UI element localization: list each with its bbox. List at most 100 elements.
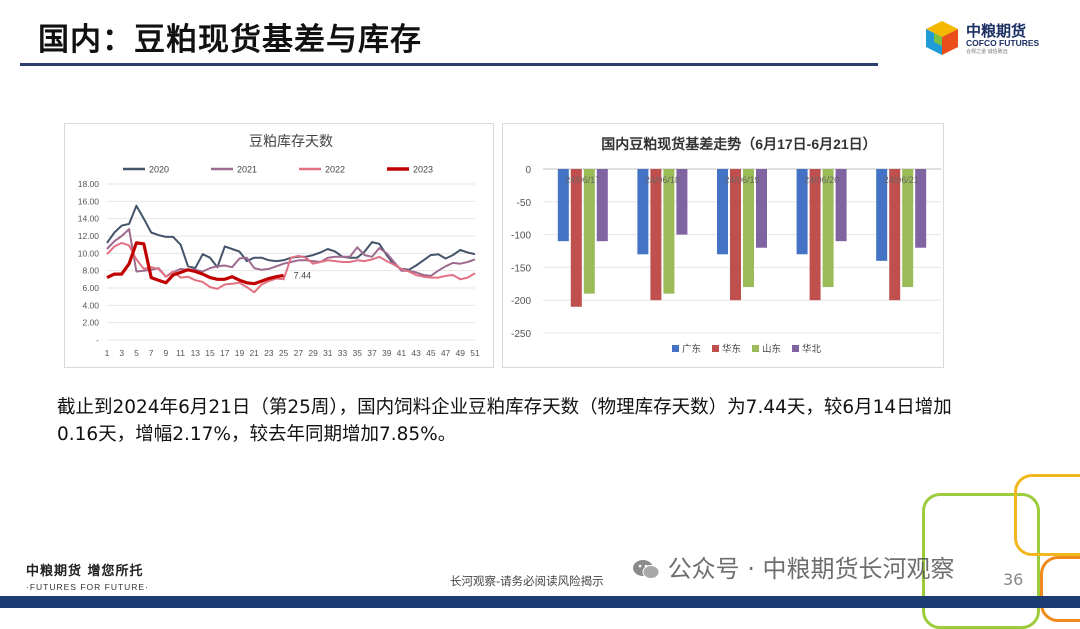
chart-title: 国内豆粕现货基差走势（6月17日-6月21日） [601, 136, 876, 152]
x-tick-label: 31 [323, 348, 333, 358]
category-label: 24/06/17 [565, 175, 600, 185]
bar-山东-24/06/20 [822, 169, 834, 288]
x-tick-label: 19 [235, 348, 245, 358]
x-tick-label: 9 [164, 348, 169, 358]
y-tick-label: -150 [511, 263, 531, 274]
logo-name-en: COFCO FUTURES [966, 38, 1040, 48]
logo-tagline: 合规之道 诚信致远 [966, 49, 1008, 55]
watermark-text: 公众号 · 中粮期货长河观察 [667, 555, 955, 583]
y-tick-label: 14.00 [78, 214, 100, 224]
y-tick-label: 10.00 [78, 248, 100, 258]
x-tick-label: 3 [119, 348, 124, 358]
bar-华北-24/06/18 [676, 169, 688, 235]
x-tick-label: 33 [338, 348, 348, 358]
bar-华北-24/06/19 [756, 169, 767, 248]
y-tick-label: -50 [517, 198, 532, 209]
bar-华东-24/06/18 [650, 169, 662, 301]
line-chart-panel: 豆粕库存天数 2020 2021 2022 2023 - 2.00 4.00 6.00 8.00 1… [64, 123, 494, 368]
basis-bar-chart: 国内豆粕现货基差走势（6月17日-6月21日） -250 -200 -150 -100 -… [511, 136, 941, 355]
y-tick-label: -100 [511, 231, 531, 242]
footer-slogan: 中粮期货 增您所托 ·FUTURES FOR FUTURE· [26, 560, 149, 592]
y-tick-label: 8.00 [82, 266, 99, 276]
y-tick-label: 2.00 [82, 318, 99, 328]
y-tick-label: 0 [525, 165, 531, 176]
wechat-icon [632, 558, 660, 580]
bar-华东-24/06/19 [730, 169, 741, 301]
page-number: 36 [1003, 570, 1024, 589]
bar-山东-24/06/21 [902, 169, 914, 288]
y-tick-label: 6.00 [82, 283, 99, 293]
x-tick-label: 39 [382, 348, 392, 358]
bar-山东-24/06/19 [743, 169, 754, 288]
cofco-logo: 中粮期货 COFCO FUTURES 合规之道 诚信致远 [922, 18, 1062, 58]
bar-华北-24/06/17 [596, 169, 608, 242]
x-tick-label: 25 [279, 348, 289, 358]
cofco-cube-icon [926, 21, 958, 55]
y-tick-label: 12.00 [78, 231, 100, 241]
legend-swatch-华北 [792, 345, 799, 352]
y-tick-label: 4.00 [82, 300, 99, 310]
series-line-2023 [106, 241, 284, 286]
x-tick-label: 37 [367, 348, 377, 358]
x-tick-label: 47 [441, 348, 451, 358]
deco-frame-orange [1040, 556, 1080, 622]
bar-广东-24/06/20 [796, 169, 808, 255]
legend-label-华北: 华北 [802, 343, 822, 355]
x-tick-label: 1 [105, 348, 110, 358]
footer-slogan-en: ·FUTURES FOR FUTURE· [26, 582, 149, 592]
inventory-days-line-chart: 豆粕库存天数 2020 2021 2022 2023 - 2.00 4.00 6.00 8.00 1… [78, 133, 480, 358]
bar-山东-24/06/18 [663, 169, 675, 294]
x-tick-label: 27 [294, 348, 304, 358]
legend-swatch-广东 [672, 345, 679, 352]
x-tick-label: 5 [134, 348, 139, 358]
x-tick-label: 23 [264, 348, 274, 358]
x-tick-label: 45 [426, 348, 436, 358]
page-title: 国内：豆粕现货基差与库存 [38, 22, 422, 58]
legend-label-山东: 山东 [762, 343, 781, 355]
y-tick-label: - [96, 335, 99, 345]
x-tick-label: 43 [411, 348, 421, 358]
category-label: 24/06/20 [804, 175, 839, 185]
bar-广东-24/06/18 [637, 169, 649, 255]
x-tick-label: 7 [149, 348, 154, 358]
x-tick-label: 21 [249, 348, 259, 358]
bar-华北-24/06/20 [835, 169, 847, 242]
summary-paragraph: 截止到2024年6月21日（第25周），国内饲料企业豆粕库存天数（物理库存天数）… [57, 397, 952, 445]
bar-华东-24/06/21 [889, 169, 901, 301]
x-tick-label: 17 [220, 348, 230, 358]
bar-chart-panel: 国内豆粕现货基差走势（6月17日-6月21日） -250 -200 -150 -100 -… [502, 123, 944, 368]
y-tick-label: -250 [511, 329, 531, 340]
bar-华东-24/06/17 [570, 169, 582, 307]
bar-华北-24/06/21 [915, 169, 927, 248]
bar-广东-24/06/21 [876, 169, 888, 261]
y-tick-label: 16.00 [78, 196, 100, 206]
deco-frame-yellow [1014, 474, 1080, 556]
series-line-2022 [106, 241, 476, 294]
category-label: 24/06/19 [724, 175, 759, 185]
bar-华东-24/06/20 [809, 169, 821, 301]
footer-bar [0, 596, 1080, 608]
bar-广东-24/06/19 [717, 169, 728, 255]
x-tick-label: 15 [205, 348, 215, 358]
x-tick-label: 49 [456, 348, 466, 358]
logo-name-cn: 中粮期货 [966, 22, 1027, 40]
x-tick-label: 35 [353, 348, 363, 358]
last-value-label: 7.44 [294, 271, 312, 281]
chart-title: 豆粕库存天数 [249, 133, 333, 149]
y-tick-label: -200 [511, 296, 531, 307]
legend-label-2022: 2022 [325, 165, 345, 175]
legend-label-2021: 2021 [237, 165, 257, 175]
legend-label-2020: 2020 [149, 165, 169, 175]
x-tick-label: 51 [470, 348, 480, 358]
x-tick-label: 41 [397, 348, 407, 358]
legend-swatch-山东 [752, 345, 759, 352]
legend-label-广东: 广东 [682, 343, 701, 355]
legend-swatch-华东 [712, 345, 719, 352]
bar-广东-24/06/17 [557, 169, 569, 242]
x-tick-label: 29 [308, 348, 318, 358]
x-tick-label: 13 [191, 348, 201, 358]
y-tick-label: 18.00 [78, 179, 100, 189]
footer-slogan-cn: 中粮期货 增您所托 [26, 564, 144, 579]
x-tick-label: 11 [176, 348, 185, 358]
wechat-watermark: 公众号 · 中粮期货长河观察 [632, 549, 955, 584]
